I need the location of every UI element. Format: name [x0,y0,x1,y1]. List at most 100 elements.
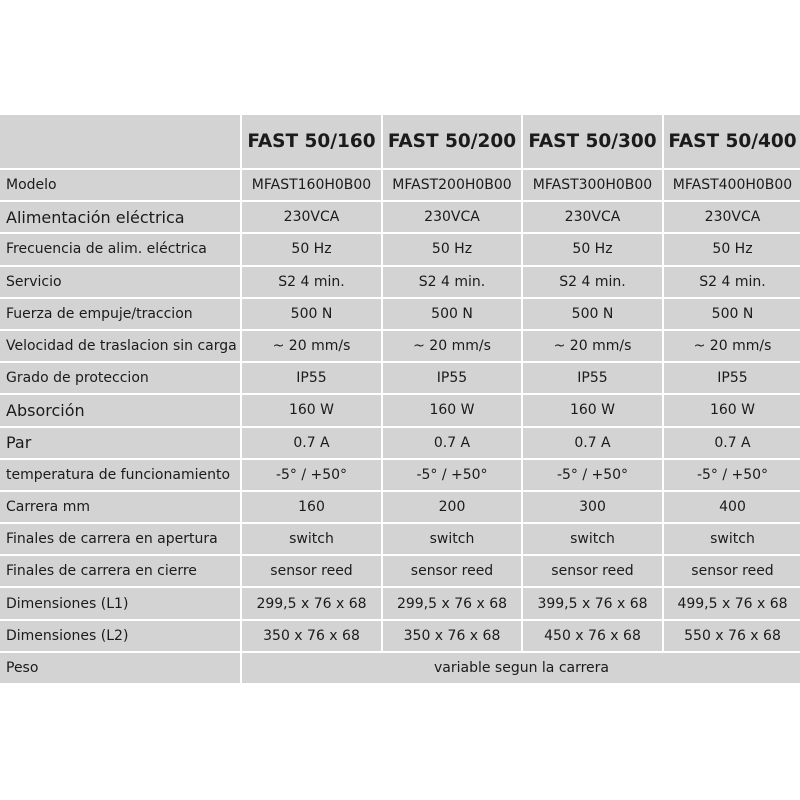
row-label: Modelo [0,167,242,203]
row-value: 399,5 x 76 x 68 [521,586,664,621]
row-value: 0.7 A [662,425,800,460]
row-value: 230VCA [240,200,383,235]
row-value: 500 N [381,296,523,331]
row-value: ~ 20 mm/s [662,328,800,364]
header-model: FAST 50/400 [662,115,800,170]
row-value: S2 4 min. [662,264,800,299]
table-row: Servicio S2 4 min. S2 4 min. S2 4 min. S2 4 … [0,264,800,299]
header-model: FAST 50/300 [521,115,664,170]
row-value: 0.7 A [521,425,664,460]
row-value: 350 x 76 x 68 [240,618,383,653]
header-model: FAST 50/200 [381,115,523,170]
table-row: Carrera mm 160 200 300 400 [0,489,800,525]
row-value: 0.7 A [381,425,523,460]
row-label: Alimentación eléctrica [0,200,242,235]
row-label: Frecuencia de alim. eléctrica [0,232,242,267]
row-label: Finales de carrera en cierre [0,554,242,589]
table-row: Modelo MFAST160H0B00 MFAST200H0B00 MFAST300… [0,167,800,203]
row-value: switch [662,522,800,557]
table-row: Finales de carrera en cierre sensor reed s… [0,554,800,589]
row-value: 160 W [381,393,523,428]
row-value: 50 Hz [381,232,523,267]
table-row: Dimensiones (L1) 299,5 x 76 x 68 299,5 x 7… [0,586,800,621]
row-value: 300 [521,489,664,525]
row-value: S2 4 min. [381,264,523,299]
row-value: MFAST200H0B00 [381,167,523,203]
header-model: FAST 50/160 [240,115,383,170]
header-row: FAST 50/160 FAST 50/200 FAST 50/300 FAST… [0,115,800,170]
row-value: 50 Hz [662,232,800,267]
table-row-weight: Peso variable segun la carrera [0,650,800,683]
spec-table: FAST 50/160 FAST 50/200 FAST 50/300 FAST… [0,115,800,683]
row-value: -5° / +50° [662,457,800,492]
row-value: 50 Hz [240,232,383,267]
row-value: ~ 20 mm/s [381,328,523,364]
row-label: Finales de carrera en apertura [0,522,242,557]
row-label: Absorción [0,393,242,428]
row-label: Carrera mm [0,489,242,525]
row-value: 0.7 A [240,425,383,460]
table-row: Frecuencia de alim. eléctrica 50 Hz 50 Hz 5… [0,232,800,267]
table-row: Alimentación eléctrica 230VCA 230VCA 230VCA… [0,200,800,235]
row-label: Peso [0,650,242,683]
row-value: sensor reed [240,554,383,589]
row-value: switch [240,522,383,557]
row-value: 450 x 76 x 68 [521,618,664,653]
row-value: 500 N [240,296,383,331]
row-value: MFAST400H0B00 [662,167,800,203]
table-row: Absorción 160 W 160 W 160 W 160 W [0,393,800,428]
row-value: IP55 [521,361,664,396]
row-label: Grado de proteccion [0,361,242,396]
table-row: Par 0.7 A 0.7 A 0.7 A 0.7 A [0,425,800,460]
row-value: 160 W [240,393,383,428]
row-value: 230VCA [662,200,800,235]
row-value: sensor reed [521,554,664,589]
row-value: -5° / +50° [381,457,523,492]
header-empty [0,115,242,170]
row-value: 499,5 x 76 x 68 [662,586,800,621]
row-value: 550 x 76 x 68 [662,618,800,653]
row-value: switch [381,522,523,557]
row-label: Dimensiones (L1) [0,586,242,621]
row-value: MFAST300H0B00 [521,167,664,203]
row-value: IP55 [240,361,383,396]
row-value: 230VCA [381,200,523,235]
row-value: -5° / +50° [521,457,664,492]
row-value: 500 N [662,296,800,331]
row-value: 299,5 x 76 x 68 [240,586,383,621]
table-row: temperatura de funcionamiento -5° / +50° -… [0,457,800,492]
row-value: IP55 [381,361,523,396]
row-value: IP55 [662,361,800,396]
row-value: 400 [662,489,800,525]
row-value: S2 4 min. [240,264,383,299]
table-row: Grado de proteccion IP55 IP55 IP55 IP55 [0,361,800,396]
row-value: MFAST160H0B00 [240,167,383,203]
row-value: 160 [240,489,383,525]
row-value: variable segun la carrera [240,650,800,683]
table-row: Dimensiones (L2) 350 x 76 x 68 350 x 76 x … [0,618,800,653]
row-value: 200 [381,489,523,525]
row-label: Par [0,425,242,460]
row-value: 350 x 76 x 68 [381,618,523,653]
row-value: ~ 20 mm/s [240,328,383,364]
row-label: Velocidad de traslacion sin carga [0,328,242,364]
row-value: 160 W [521,393,664,428]
row-label: Dimensiones (L2) [0,618,242,653]
row-value: 500 N [521,296,664,331]
table-row: Finales de carrera en apertura switch swit… [0,522,800,557]
row-value: 230VCA [521,200,664,235]
row-value: 299,5 x 76 x 68 [381,586,523,621]
row-label: temperatura de funcionamiento [0,457,242,492]
row-label: Fuerza de empuje/traccion [0,296,242,331]
row-value: S2 4 min. [521,264,664,299]
row-value: 50 Hz [521,232,664,267]
row-value: ~ 20 mm/s [521,328,664,364]
row-value: 160 W [662,393,800,428]
row-value: sensor reed [381,554,523,589]
row-value: -5° / +50° [240,457,383,492]
table-row: Velocidad de traslacion sin carga ~ 20 mm… [0,328,800,364]
row-value: sensor reed [662,554,800,589]
table-row: Fuerza de empuje/traccion 500 N 500 N 500 N… [0,296,800,331]
row-value: switch [521,522,664,557]
row-label: Servicio [0,264,242,299]
